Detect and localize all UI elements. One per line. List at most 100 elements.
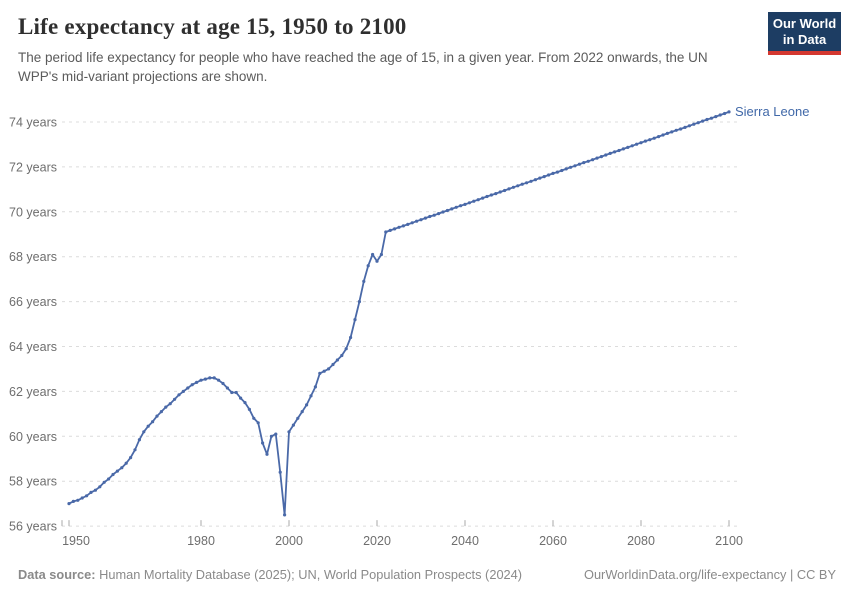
series-point[interactable] bbox=[687, 124, 692, 128]
series-point[interactable] bbox=[221, 381, 225, 386]
series-point[interactable] bbox=[432, 213, 436, 217]
series-point[interactable] bbox=[203, 377, 207, 381]
series-point[interactable] bbox=[617, 148, 621, 153]
series-point[interactable] bbox=[621, 147, 626, 151]
series-point[interactable] bbox=[410, 221, 414, 225]
series-point[interactable] bbox=[186, 386, 190, 390]
series-point[interactable] bbox=[335, 358, 339, 362]
series-point[interactable] bbox=[723, 111, 727, 116]
series-point[interactable] bbox=[133, 448, 137, 452]
series-point[interactable] bbox=[225, 386, 229, 390]
series-point[interactable] bbox=[217, 378, 221, 382]
series-point[interactable] bbox=[445, 208, 449, 213]
series-point[interactable] bbox=[415, 219, 419, 223]
series-point[interactable] bbox=[525, 181, 529, 185]
series-point[interactable] bbox=[569, 165, 573, 169]
series-point[interactable] bbox=[683, 125, 687, 129]
series-point[interactable] bbox=[564, 167, 568, 171]
series-point[interactable] bbox=[243, 401, 247, 405]
series-point[interactable] bbox=[498, 190, 502, 194]
series-point[interactable] bbox=[419, 218, 423, 222]
series-point[interactable] bbox=[353, 318, 357, 322]
series-point[interactable] bbox=[727, 110, 731, 114]
series-point[interactable] bbox=[318, 371, 322, 375]
series-point[interactable] bbox=[652, 136, 656, 140]
series-point[interactable] bbox=[551, 171, 555, 175]
series-point[interactable] bbox=[714, 115, 718, 119]
series-point[interactable] bbox=[212, 376, 216, 380]
series-point[interactable] bbox=[76, 498, 80, 502]
series-point[interactable] bbox=[181, 389, 185, 393]
series-point[interactable] bbox=[639, 141, 643, 145]
series-point[interactable] bbox=[643, 139, 648, 143]
series-point[interactable] bbox=[604, 153, 608, 157]
series-point[interactable] bbox=[115, 469, 119, 473]
series-point[interactable] bbox=[208, 376, 212, 380]
series-point[interactable] bbox=[111, 472, 115, 477]
series-point[interactable] bbox=[375, 259, 379, 263]
series-point[interactable] bbox=[283, 513, 287, 517]
series-point[interactable] bbox=[142, 430, 146, 434]
series-point[interactable] bbox=[234, 390, 238, 395]
series-point[interactable] bbox=[120, 466, 124, 470]
series-point[interactable] bbox=[357, 300, 361, 304]
owid-logo[interactable]: Our World in Data bbox=[768, 12, 841, 55]
series-point[interactable] bbox=[155, 414, 159, 418]
series-point[interactable] bbox=[67, 502, 71, 506]
series-point[interactable] bbox=[705, 117, 709, 122]
series-point[interactable] bbox=[485, 194, 489, 199]
series-point[interactable] bbox=[608, 151, 612, 155]
series-point[interactable] bbox=[709, 116, 714, 120]
series-point[interactable] bbox=[463, 202, 467, 206]
series-point[interactable] bbox=[511, 185, 515, 189]
series-point[interactable] bbox=[274, 432, 278, 436]
series-point[interactable] bbox=[313, 385, 317, 389]
series-point[interactable] bbox=[533, 178, 538, 182]
series-point[interactable] bbox=[437, 212, 441, 216]
series-point[interactable] bbox=[450, 207, 454, 211]
series-point[interactable] bbox=[379, 252, 383, 257]
series-point[interactable] bbox=[441, 210, 445, 214]
series-point[interactable] bbox=[291, 423, 295, 427]
series-point[interactable] bbox=[327, 367, 331, 371]
series-point[interactable] bbox=[696, 121, 700, 125]
series-point[interactable] bbox=[626, 145, 630, 149]
series-point[interactable] bbox=[701, 119, 705, 123]
series-point[interactable] bbox=[401, 224, 405, 228]
series-point[interactable] bbox=[679, 127, 683, 131]
series-point[interactable] bbox=[507, 187, 511, 191]
series-point[interactable] bbox=[296, 416, 300, 420]
series-point[interactable] bbox=[591, 158, 595, 162]
series-point[interactable] bbox=[107, 477, 111, 481]
series-point[interactable] bbox=[520, 182, 524, 186]
series-point[interactable] bbox=[599, 155, 604, 159]
series-point[interactable] bbox=[371, 252, 375, 257]
series-point[interactable] bbox=[388, 228, 392, 232]
series-line[interactable] bbox=[68, 111, 730, 516]
series-point[interactable] bbox=[577, 162, 582, 166]
series-point[interactable] bbox=[349, 335, 353, 340]
series-point[interactable] bbox=[476, 198, 480, 202]
series-point[interactable] bbox=[129, 456, 133, 460]
series-point[interactable] bbox=[547, 173, 551, 177]
series-point[interactable] bbox=[287, 430, 291, 434]
series-point[interactable] bbox=[586, 159, 590, 163]
series-point[interactable] bbox=[168, 402, 172, 406]
series-point[interactable] bbox=[269, 434, 273, 438]
series-point[interactable] bbox=[467, 201, 471, 205]
series-point[interactable] bbox=[692, 122, 696, 126]
series-point[interactable] bbox=[674, 128, 678, 132]
series-point[interactable] bbox=[173, 397, 177, 401]
series-point[interactable] bbox=[164, 405, 168, 409]
series-point[interactable] bbox=[309, 394, 313, 398]
line-chart[interactable]: 56 years 58 years 60 years 62 years 64 years… bbox=[0, 0, 850, 562]
series-point[interactable] bbox=[89, 490, 93, 494]
series-point[interactable] bbox=[85, 494, 89, 498]
series-point[interactable] bbox=[195, 380, 199, 384]
series-point[interactable] bbox=[529, 179, 533, 183]
series-point[interactable] bbox=[595, 156, 599, 160]
series-point[interactable] bbox=[190, 383, 194, 387]
series-point[interactable] bbox=[665, 131, 670, 135]
series-point[interactable] bbox=[340, 353, 344, 358]
series-point[interactable] bbox=[322, 369, 326, 373]
